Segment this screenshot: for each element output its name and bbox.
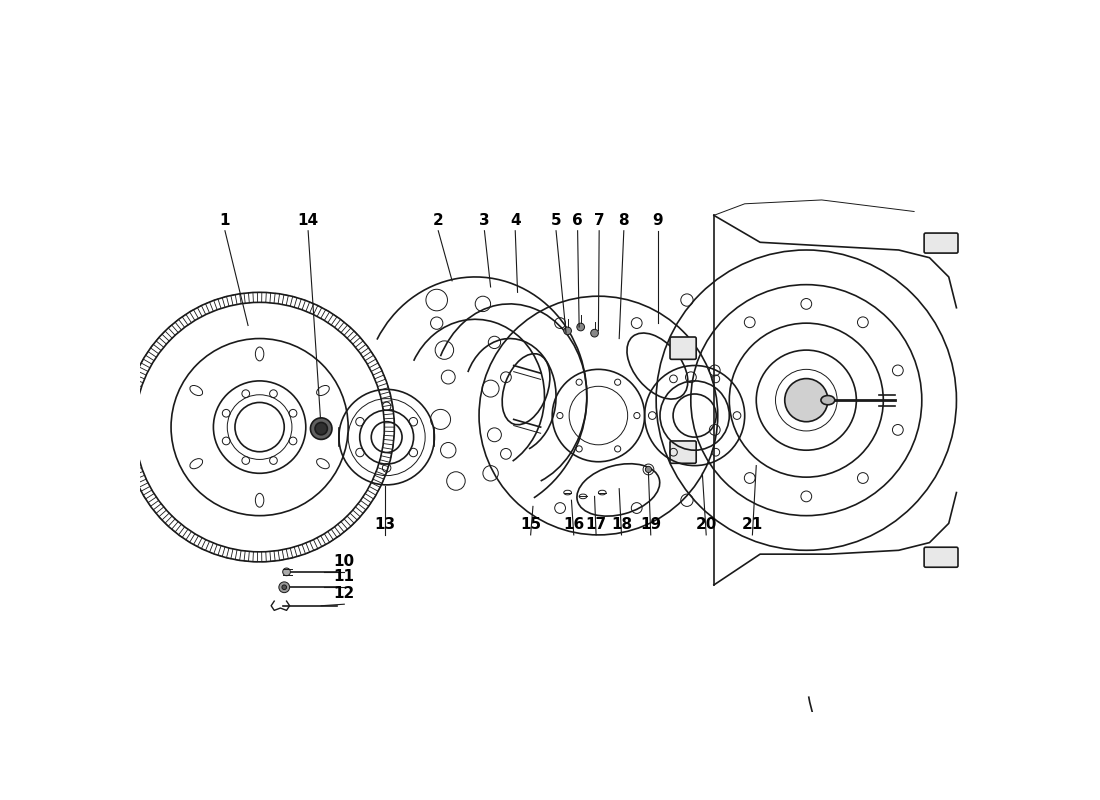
Text: 1: 1	[220, 213, 230, 228]
Circle shape	[591, 330, 598, 337]
Text: 19: 19	[640, 517, 661, 532]
Circle shape	[283, 568, 290, 576]
Text: 10: 10	[333, 554, 355, 569]
FancyBboxPatch shape	[924, 547, 958, 567]
Text: 21: 21	[741, 517, 763, 532]
Text: 3: 3	[480, 213, 490, 228]
Text: 15: 15	[520, 517, 541, 532]
Text: 13: 13	[374, 517, 396, 532]
Text: 5: 5	[551, 213, 561, 228]
Circle shape	[563, 327, 572, 334]
Text: 20: 20	[695, 517, 717, 532]
Text: 2: 2	[433, 213, 443, 228]
Text: 12: 12	[333, 586, 355, 601]
FancyBboxPatch shape	[670, 441, 696, 463]
Text: 17: 17	[585, 517, 607, 532]
Text: 11: 11	[333, 569, 355, 584]
Circle shape	[282, 585, 286, 590]
FancyBboxPatch shape	[670, 337, 696, 359]
Text: 6: 6	[572, 213, 583, 228]
FancyBboxPatch shape	[924, 233, 958, 253]
Text: 8: 8	[618, 213, 629, 228]
Text: 7: 7	[594, 213, 605, 228]
Circle shape	[279, 582, 289, 593]
Circle shape	[576, 323, 584, 331]
Text: 4: 4	[510, 213, 520, 228]
Text: 14: 14	[297, 213, 319, 228]
Circle shape	[784, 378, 828, 422]
Ellipse shape	[821, 395, 835, 405]
Circle shape	[310, 418, 332, 439]
Circle shape	[646, 466, 651, 473]
Circle shape	[315, 422, 328, 435]
Text: 16: 16	[563, 517, 584, 532]
Text: 18: 18	[610, 517, 632, 532]
Text: 9: 9	[652, 213, 663, 228]
